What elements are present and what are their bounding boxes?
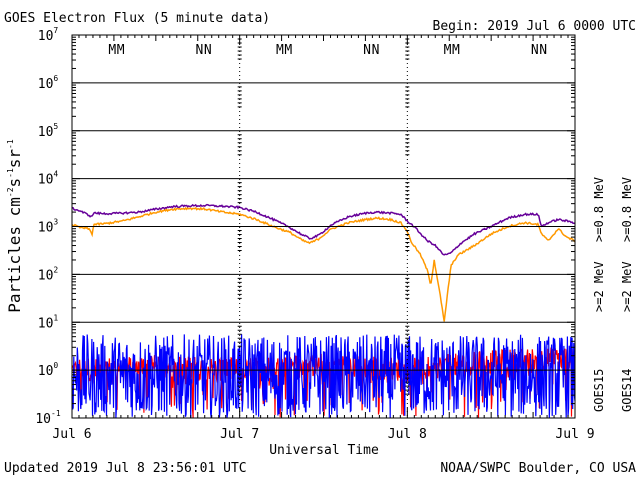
noon-midnight-marker: N [196,43,204,58]
noon-midnight-marker: N [539,43,547,58]
noon-midnight-marker: N [372,43,380,58]
noon-midnight-marker: M [452,43,460,58]
x-tick-label: Jul 6 [52,427,91,442]
y-axis-label: Particles cm-2s-1sr-1 [5,139,24,313]
y-tick-label: 100 [38,361,59,379]
legend-goes15-2mev: >=2 MeV [592,261,606,312]
y-tick-label: 101 [38,313,59,331]
legend-goes14-label: GOES14 [620,369,634,412]
x-axis-label: Universal Time [269,443,379,458]
y-tick-label: 103 [38,218,59,236]
y-tick-label: 106 [38,74,59,92]
y-axis-ticks: 10-1 100 101 102 103 104 105 106 107 [35,26,575,427]
x-tick-label: Jul 8 [388,427,427,442]
x-tick-label: Jul 7 [220,427,259,442]
legend-goes14-08mev: >=0.8 MeV [620,177,634,242]
credit-label: NOAA/SWPC Boulder, CO USA [440,461,636,476]
y-tick-label: 102 [38,265,59,283]
x-axis-ticks: Jul 6 Jul 7 Jul 8 Jul 9 [52,35,595,442]
chart-title: GOES Electron Flux (5 minute data) [4,11,270,26]
noon-midnight-marker: N [363,43,371,58]
series-line-goes14-0-8-mev [71,206,576,322]
y-label-part-4: -1 [6,168,15,178]
legend-goes15-label: GOES15 [592,369,606,412]
grid-layer [72,35,575,418]
noon-midnight-marker: M [108,43,116,58]
legend-goes15: GOES15 >=2 MeV >=0.8 MeV [592,177,606,412]
noon-midnight-marker: M [117,43,125,58]
y-tick-label: 104 [38,170,59,188]
series-line-goes15-2-mev [71,334,576,419]
noon-midnight-marker: M [284,43,292,58]
begin-label: Begin: 2019 Jul 6 0000 UTC [433,19,637,34]
svg-text:Particles cm-2s-1sr-1: Particles cm-2s-1sr-1 [5,139,24,313]
updated-label: Updated 2019 Jul 8 23:56:01 UTC [4,461,247,476]
legend-goes14-2mev: >=2 MeV [620,261,634,312]
y-label-part-6: -1 [6,139,15,149]
y-label-part-5: sr [5,149,24,169]
y-label-part-3: s [5,178,24,188]
series-layer [71,203,576,419]
y-tick-label: 10-1 [35,409,60,427]
x-tick-label: Jul 9 [555,427,594,442]
y-label-part-1: Particles cm [5,197,24,313]
legend-goes15-08mev: >=0.8 MeV [592,177,606,242]
y-tick-label: 107 [38,26,59,44]
y-label-part-2: -2 [6,187,15,197]
noon-midnight-marker: M [276,43,284,58]
noon-midnight-marker: N [531,43,539,58]
y-tick-label: 105 [38,122,59,140]
legend-goes14: GOES14 >=2 MeV >=0.8 MeV [620,177,634,412]
noon-midnight-marker: M [444,43,452,58]
noon-midnight-marker: N [204,43,212,58]
